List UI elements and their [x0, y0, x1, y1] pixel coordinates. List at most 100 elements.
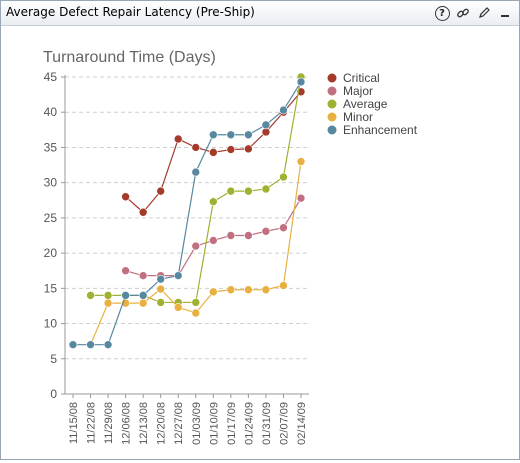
- legend-item[interactable]: Minor: [327, 110, 374, 124]
- y-tick-label: 25: [44, 211, 58, 225]
- series-group: [68, 72, 306, 349]
- data-point[interactable]: [68, 340, 78, 349]
- data-point[interactable]: [191, 241, 201, 251]
- data-point[interactable]: [226, 285, 236, 295]
- data-point[interactable]: [209, 287, 218, 297]
- data-point[interactable]: [191, 308, 201, 318]
- data-point[interactable]: [156, 284, 165, 294]
- x-tick-label: 02/07/09: [278, 402, 290, 445]
- y-tick-label: 10: [44, 317, 58, 331]
- series-average: [86, 72, 306, 307]
- series-critical: [121, 87, 306, 217]
- x-tick-label: 12/20/08: [156, 402, 168, 445]
- legend-marker: [327, 73, 337, 83]
- chart-area: Turnaround Time (Days) 0 5 10 15 20 25 30 35 40 4…: [1, 26, 519, 459]
- data-point[interactable]: [244, 186, 253, 196]
- data-point[interactable]: [261, 120, 271, 130]
- x-tick-label: 02/14/09: [296, 402, 308, 445]
- x-tick-label: 12/06/08: [121, 402, 133, 445]
- data-point[interactable]: [244, 130, 253, 140]
- data-point[interactable]: [244, 285, 253, 295]
- data-point[interactable]: [279, 281, 288, 290]
- legend-item[interactable]: Critical: [327, 71, 380, 85]
- data-point[interactable]: [296, 157, 306, 166]
- data-point[interactable]: [138, 271, 148, 280]
- data-point[interactable]: [209, 130, 218, 140]
- data-point[interactable]: [209, 236, 218, 245]
- data-point[interactable]: [173, 134, 183, 144]
- data-point[interactable]: [226, 145, 236, 154]
- panel-toolbar: ?: [434, 5, 513, 21]
- series-enhancement: [68, 77, 306, 349]
- y-tick-label: 35: [44, 140, 58, 154]
- data-point[interactable]: [173, 271, 183, 280]
- data-point[interactable]: [279, 105, 288, 115]
- y-tick-label: 40: [44, 105, 58, 119]
- data-point[interactable]: [86, 291, 95, 300]
- link-icon[interactable]: [455, 5, 471, 21]
- data-point[interactable]: [173, 303, 183, 312]
- data-point[interactable]: [191, 167, 201, 177]
- data-point[interactable]: [103, 291, 113, 300]
- legend-marker: [327, 99, 337, 109]
- x-tick-label: 11/15/08: [68, 402, 80, 444]
- data-point[interactable]: [138, 207, 148, 217]
- legend-marker: [327, 86, 337, 96]
- data-point[interactable]: [121, 192, 130, 202]
- y-tick-label: 20: [44, 246, 58, 260]
- legend-marker: [327, 125, 337, 135]
- link-glyph: [457, 8, 469, 18]
- data-point[interactable]: [121, 266, 130, 276]
- data-point[interactable]: [86, 340, 95, 349]
- minimize-icon[interactable]: [497, 5, 513, 21]
- data-point[interactable]: [191, 143, 201, 152]
- legend-item[interactable]: Average: [327, 97, 388, 111]
- data-point[interactable]: [156, 274, 165, 284]
- x-tick-label: 01/10/09: [208, 402, 220, 445]
- data-point[interactable]: [261, 285, 271, 295]
- series-major: [121, 193, 306, 280]
- data-point[interactable]: [296, 77, 306, 87]
- x-tick-label: 11/22/08: [86, 402, 98, 444]
- legend-label: Major: [343, 84, 373, 98]
- pencil-glyph: [479, 7, 490, 18]
- data-point[interactable]: [138, 291, 148, 300]
- data-point[interactable]: [244, 231, 253, 240]
- data-point[interactable]: [279, 172, 288, 182]
- data-point[interactable]: [226, 186, 236, 196]
- x-tick-label: 01/17/09: [226, 402, 238, 445]
- y-tick-label: 0: [50, 387, 57, 401]
- data-point[interactable]: [261, 184, 271, 194]
- x-tick-label: 12/13/08: [138, 402, 150, 445]
- help-glyph: ?: [434, 5, 450, 21]
- help-icon[interactable]: ?: [434, 5, 450, 21]
- y-tick-label: 45: [44, 70, 58, 84]
- legend-item[interactable]: Enhancement: [327, 123, 418, 137]
- edit-icon[interactable]: [476, 5, 492, 21]
- x-tick-labels: 11/15/08 11/22/08 11/29/08 12/06/08 12/13/08…: [68, 402, 308, 445]
- data-point[interactable]: [279, 223, 288, 233]
- data-point[interactable]: [226, 130, 236, 140]
- data-point[interactable]: [103, 340, 113, 349]
- data-point[interactable]: [244, 144, 253, 154]
- legend-item[interactable]: Major: [327, 84, 374, 98]
- data-point[interactable]: [296, 193, 306, 203]
- panel-title: Average Defect Repair Latency (Pre-Ship): [6, 5, 255, 19]
- minimize-glyph: [501, 15, 509, 17]
- x-tick-label: 01/24/09: [243, 402, 255, 445]
- data-point[interactable]: [156, 298, 165, 307]
- x-tick-label: 01/31/09: [261, 402, 273, 445]
- data-point[interactable]: [226, 231, 236, 240]
- data-point[interactable]: [209, 197, 218, 206]
- y-tick-label: 15: [44, 281, 58, 295]
- data-point[interactable]: [121, 291, 130, 300]
- x-tick-label: 01/03/09: [191, 402, 203, 445]
- data-point[interactable]: [261, 226, 271, 236]
- data-point[interactable]: [191, 298, 201, 307]
- data-point[interactable]: [156, 186, 165, 196]
- data-point[interactable]: [103, 298, 113, 308]
- legend-label: Enhancement: [343, 123, 418, 137]
- data-point[interactable]: [138, 298, 148, 308]
- data-point[interactable]: [209, 148, 218, 157]
